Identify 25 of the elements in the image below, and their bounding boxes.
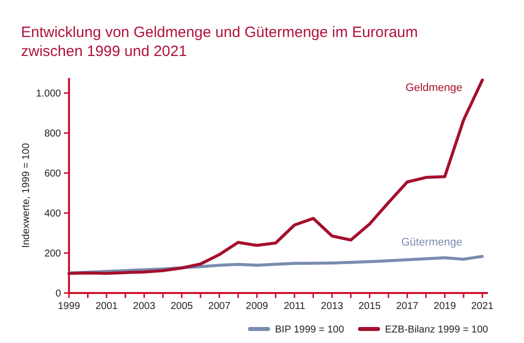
x-tick-label: 2015 bbox=[358, 301, 382, 312]
y-tick-label: 200 bbox=[44, 248, 62, 260]
y-tick-label: 1.000 bbox=[36, 88, 62, 100]
x-tick-label: 2007 bbox=[208, 301, 231, 312]
chart-title: Entwicklung von Geldmenge und Gütermenge im Euroraum zwischen 1999 und 2021 bbox=[21, 24, 418, 60]
x-tick-label: 1999 bbox=[58, 301, 81, 312]
x-tick-label: 2005 bbox=[170, 301, 194, 312]
legend-label: BIP 1999 = 100 bbox=[275, 324, 344, 336]
y-axis-title: Indexwerte, 1999 = 100 bbox=[21, 142, 32, 248]
y-tick-label: 400 bbox=[44, 208, 62, 220]
legend-label: EZB-Bilanz 1999 = 100 bbox=[385, 324, 489, 336]
x-tick-label: 2009 bbox=[246, 301, 268, 312]
x-tick-label: 2013 bbox=[320, 301, 344, 312]
x-tick-label: 2017 bbox=[396, 301, 419, 312]
y-tick-label: 600 bbox=[44, 168, 62, 180]
y-tick-label: 0 bbox=[55, 288, 62, 300]
x-tick-label: 2019 bbox=[434, 301, 456, 312]
y-tick-label: 800 bbox=[44, 128, 62, 140]
x-tick-label: 2021 bbox=[471, 301, 494, 312]
annotation: Gütermenge bbox=[401, 236, 462, 248]
x-tick-label: 2011 bbox=[284, 301, 306, 312]
line-series bbox=[68, 78, 484, 275]
x-tick-label: 2001 bbox=[95, 301, 118, 312]
x-tick-label: 2003 bbox=[133, 301, 156, 312]
annotation: Geldmenge bbox=[405, 82, 462, 94]
